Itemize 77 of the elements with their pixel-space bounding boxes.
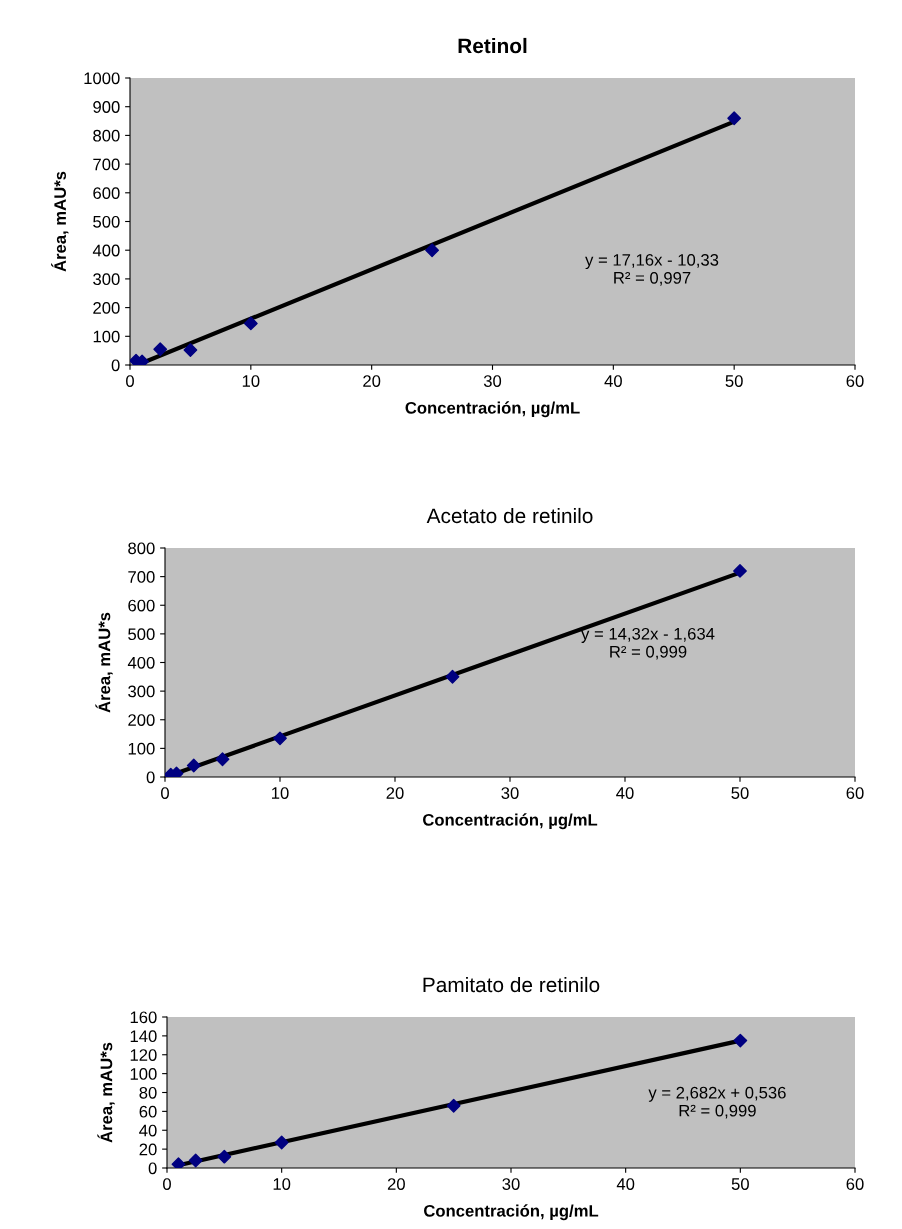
x-tick-label: 60	[846, 375, 864, 387]
point	[188, 1153, 203, 1168]
y-tick-label: 800	[93, 129, 120, 142]
y-tick-label: 400	[127, 656, 155, 669]
point	[274, 1135, 289, 1150]
y-tick-label: 900	[93, 101, 120, 113]
point	[733, 563, 747, 578]
y-tick-label: 400	[92, 244, 120, 257]
point	[171, 1157, 186, 1168]
point	[446, 1098, 461, 1113]
y-tick-label: 200	[128, 714, 155, 726]
x-tick-label: 30	[501, 787, 519, 799]
x-tick-label: 0	[161, 787, 169, 799]
chart-title: Retinol	[458, 37, 527, 54]
point	[733, 1033, 748, 1048]
x-tick-label: 50	[731, 787, 749, 799]
y-tick-label: 40	[139, 1124, 157, 1137]
point	[243, 316, 258, 331]
x-axis-title: Concentración, µg/mL	[423, 813, 598, 830]
x-tick-label: 20	[387, 1178, 405, 1190]
x-tick-label: 10	[242, 375, 260, 387]
x-axis-title: Concentración, µg/mL	[405, 401, 580, 418]
x-tick-label: 30	[502, 1178, 520, 1190]
y-tick-label: 500	[128, 628, 155, 641]
annotation: y = 17,16x - 10,33 R² = 0,997	[585, 253, 719, 286]
y-tick-label: 0	[148, 1162, 157, 1175]
y-tick-label: 1000	[84, 72, 120, 85]
point	[153, 342, 168, 357]
x-tick-label: 40	[604, 375, 622, 387]
point	[445, 669, 460, 684]
point	[727, 111, 742, 126]
y-tick-label: 160	[130, 1011, 157, 1024]
y-tick-label: 100	[128, 742, 155, 755]
y-tick-label: 80	[139, 1086, 157, 1099]
y-tick-label: 20	[139, 1143, 157, 1156]
y-axis-title: Área, mAU*s	[95, 612, 113, 713]
y-tick-label: 0	[146, 771, 155, 784]
x-axis-title: Concentración, µg/mL	[424, 1204, 599, 1221]
y-tick-label: 60	[139, 1105, 157, 1118]
x-tick-label: 40	[616, 1178, 635, 1190]
y-tick-label: 200	[93, 302, 120, 314]
y-tick-label: 140	[130, 1030, 157, 1043]
y-tick-label: 600	[128, 599, 155, 612]
point	[215, 752, 230, 767]
y-tick-label: 700	[128, 571, 155, 583]
y-axis-title: Área, mAU*s	[97, 1042, 115, 1143]
y-tick-label: 100	[93, 330, 120, 343]
y-tick-label: 300	[93, 273, 120, 286]
y-axis-title: Área, mAU*s	[51, 171, 69, 272]
point	[217, 1149, 232, 1164]
x-tick-label: 60	[846, 787, 864, 799]
annotation: y = 14,32x - 1,634 R² = 0,999	[581, 627, 715, 660]
point	[425, 243, 439, 258]
point	[183, 343, 198, 357]
chart-title: Acetato de retinilo	[426, 507, 593, 524]
x-tick-label: 50	[731, 1178, 749, 1190]
x-tick-label: 30	[483, 375, 502, 387]
point	[273, 731, 287, 746]
x-tick-label: 50	[725, 375, 743, 387]
y-tick-label: 120	[130, 1049, 157, 1061]
y-tick-label: 600	[93, 187, 120, 199]
chart-title: Pamitato de retinilo	[423, 976, 600, 993]
x-tick-label: 60	[846, 1178, 864, 1190]
y-tick-label: 0	[111, 359, 120, 372]
x-tick-label: 40	[616, 787, 634, 799]
point	[186, 758, 201, 773]
x-tick-label: 20	[363, 375, 381, 387]
x-tick-label: 0	[163, 1178, 171, 1190]
annotation: y = 2,682x + 0,536 R² = 0,999	[648, 1086, 786, 1119]
x-tick-label: 10	[273, 1178, 291, 1190]
x-tick-label: 20	[386, 787, 404, 799]
y-tick-label: 800	[128, 542, 155, 555]
y-tick-label: 100	[130, 1068, 157, 1080]
y-tick-label: 500	[93, 215, 120, 228]
x-tick-label: 10	[272, 787, 289, 799]
y-tick-label: 700	[93, 158, 120, 171]
y-tick-label: 300	[128, 685, 155, 698]
